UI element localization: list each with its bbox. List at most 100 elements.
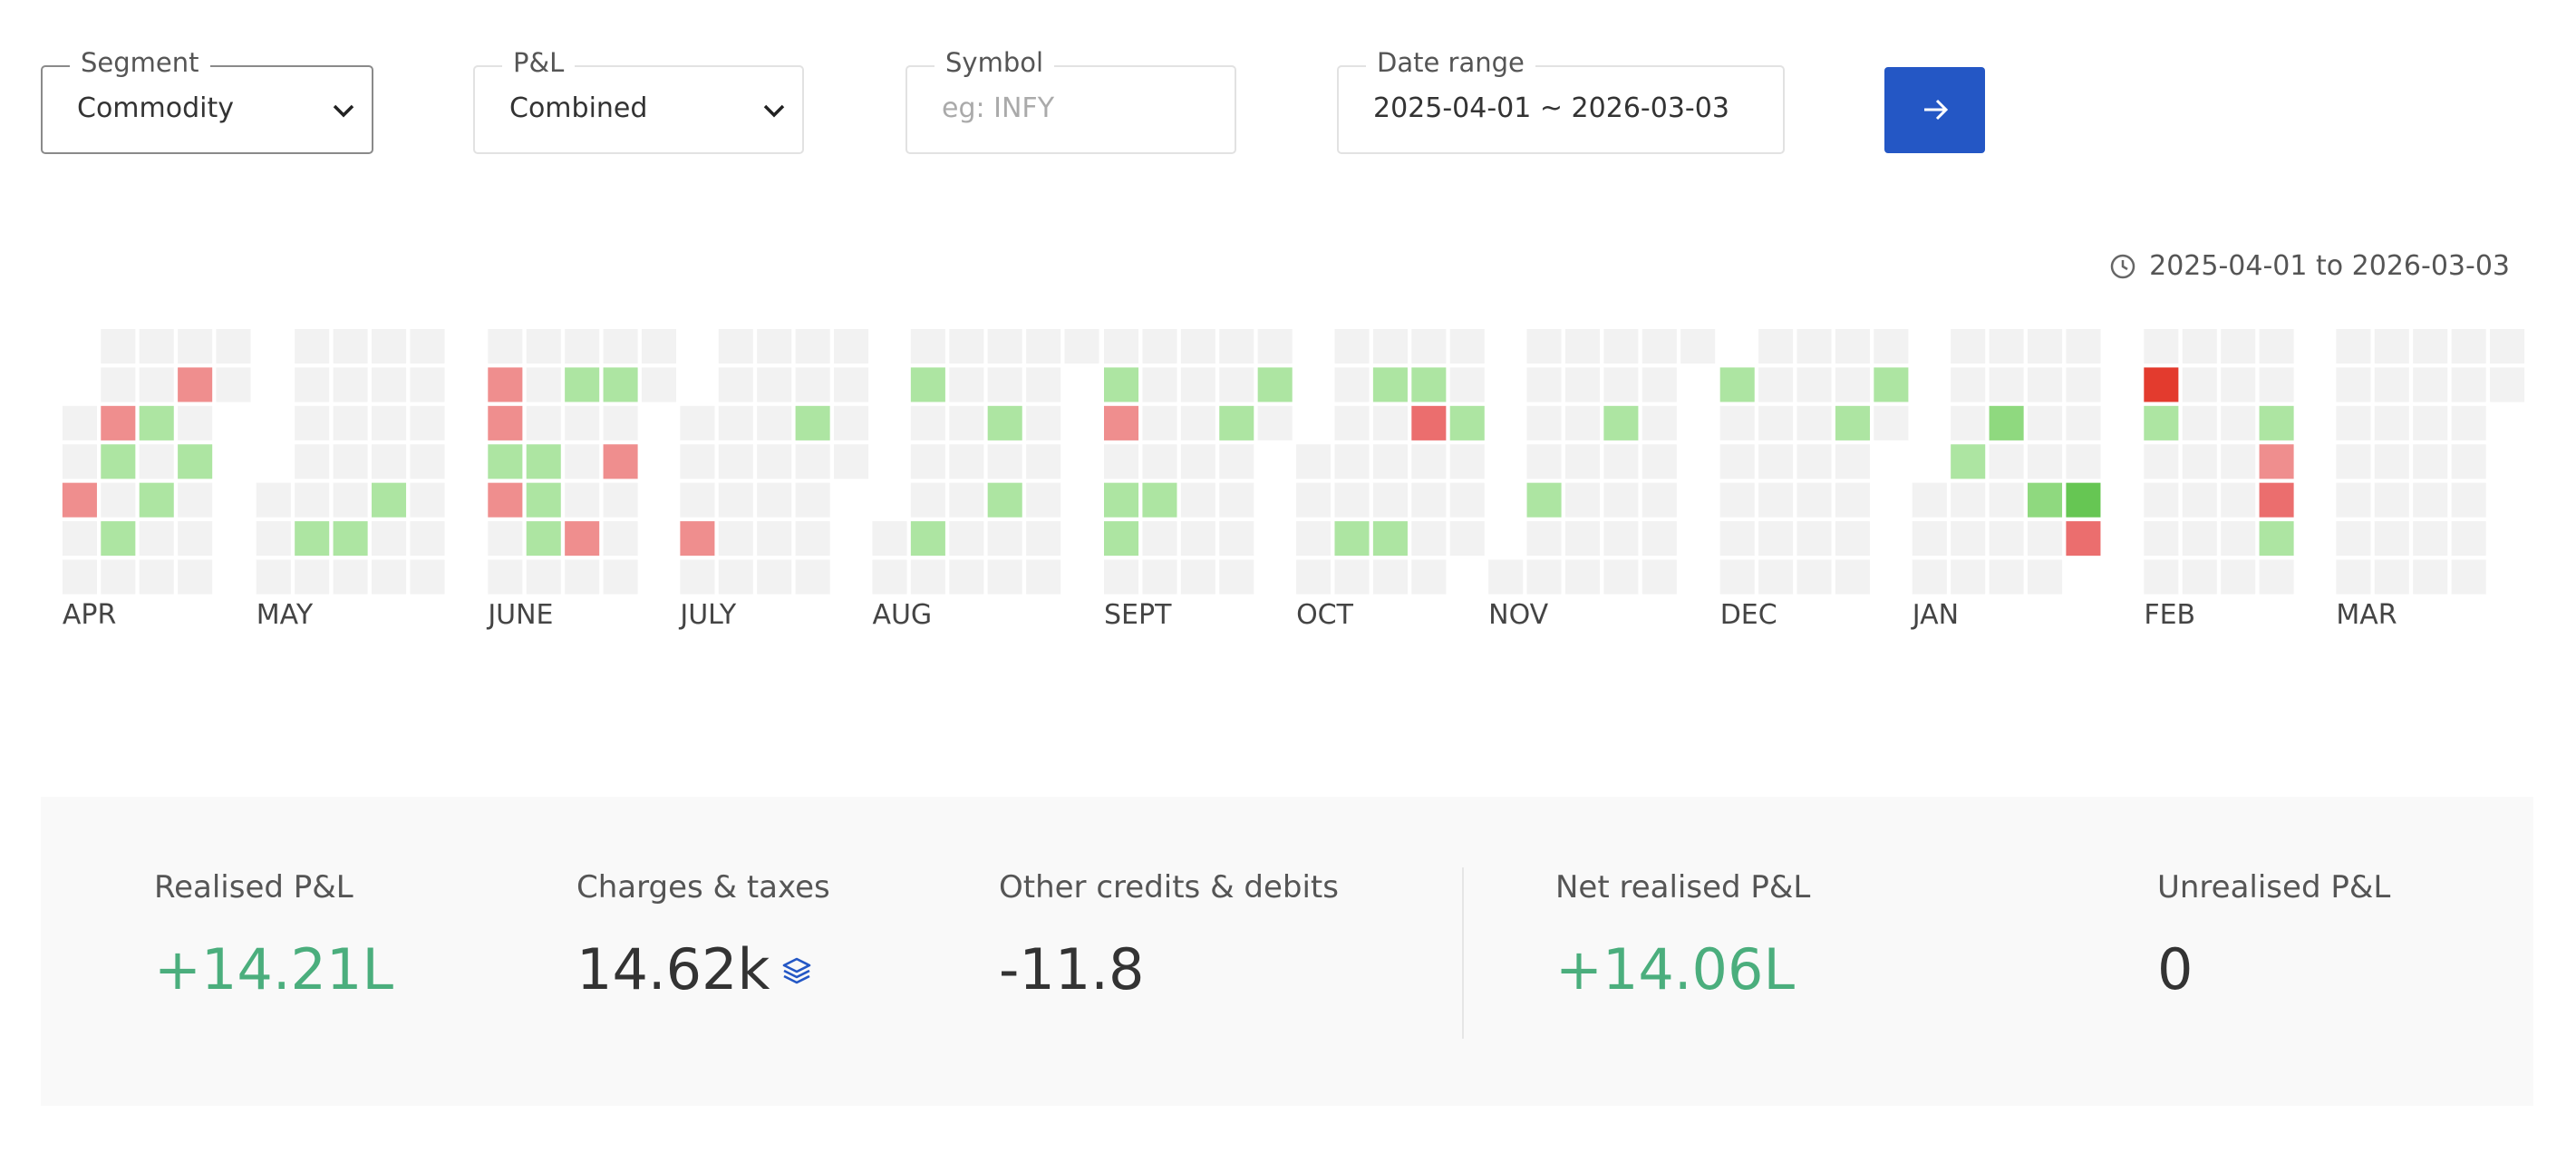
stat-label: Unrealised P&L [2157, 869, 2391, 905]
day-cell [1526, 444, 1562, 479]
day-cell [139, 482, 174, 518]
day-cell [987, 482, 1022, 518]
day-cell [526, 521, 561, 557]
day-cell [1526, 559, 1562, 595]
day-cell [2144, 482, 2179, 518]
day-cell [1104, 444, 1139, 479]
day-cell [2259, 521, 2294, 557]
day-cell [757, 482, 792, 518]
day-cell [1026, 405, 1061, 441]
day-cell [1564, 329, 1601, 364]
segment-select[interactable]: Segment Commodity [41, 47, 373, 154]
day-cell [371, 521, 407, 557]
day-cell [795, 521, 830, 557]
day-cell [1180, 405, 1215, 441]
day-cell [2066, 405, 2101, 441]
day-cell [2336, 521, 2371, 557]
day-cell [2451, 482, 2486, 518]
day-cell [910, 367, 945, 402]
day-cell [333, 559, 368, 595]
symbol-input[interactable]: Symbol eg: INFY [905, 47, 1236, 154]
day-cell [1219, 444, 1254, 479]
day-cell [1719, 405, 1755, 441]
day-cell [1951, 329, 1986, 364]
day-cell [1564, 482, 1601, 518]
day-cell [718, 405, 753, 441]
submit-button[interactable] [1884, 67, 1985, 153]
day-cell [2336, 367, 2371, 402]
day-cell [987, 367, 1022, 402]
day-cell [1796, 482, 1832, 518]
day-cell [1719, 444, 1755, 479]
day-cell [178, 367, 213, 402]
day-cell [2374, 482, 2409, 518]
day-cell [949, 521, 984, 557]
stat-label: Net realised P&L [1555, 869, 1811, 905]
day-cell [101, 521, 136, 557]
day-cell [101, 329, 136, 364]
day-cell [1758, 559, 1794, 595]
day-cell [2259, 559, 2294, 595]
day-cell [178, 521, 213, 557]
day-cell [565, 329, 600, 364]
day-cell [1142, 405, 1177, 441]
day-cell [1142, 482, 1177, 518]
divider [1462, 867, 1464, 1039]
day-cell [565, 444, 600, 479]
day-cell [641, 329, 677, 364]
day-cell [1334, 521, 1370, 557]
day-cell [1874, 405, 1909, 441]
day-cell [1758, 405, 1794, 441]
day-cell [1989, 559, 2024, 595]
day-cell [1449, 367, 1485, 402]
arrow-icon [1924, 99, 1949, 121]
day-cell [910, 329, 945, 364]
summary-stat: Unrealised P&L 0 [2157, 869, 2390, 1002]
day-cell [2182, 521, 2217, 557]
day-cell [1564, 444, 1601, 479]
day-cell [139, 329, 174, 364]
summary-stat: Realised P&L +14.21L [154, 869, 393, 1002]
day-cell [2066, 482, 2101, 518]
day-cell [757, 559, 792, 595]
day-cell [757, 405, 792, 441]
day-cell [526, 444, 561, 479]
day-cell [1334, 329, 1370, 364]
day-cell [2144, 444, 2179, 479]
day-cell [1104, 559, 1139, 595]
day-cell [410, 521, 445, 557]
day-cell [410, 367, 445, 402]
day-cell [1104, 329, 1139, 364]
day-cell [2336, 559, 2371, 595]
day-cell [1180, 367, 1215, 402]
breakdown-icon[interactable] [779, 952, 815, 988]
pnl-select[interactable]: P&L Combined [473, 47, 804, 154]
day-cell [949, 444, 984, 479]
day-cell [1488, 559, 1524, 595]
day-cell [1603, 444, 1639, 479]
calendar-heatmap: APR MAY JUNE JULY AUG SEPT OCT NOV DEC JAN FEB MAR [62, 329, 2525, 631]
day-cell [603, 367, 638, 402]
day-cell [603, 559, 638, 595]
day-cell [1257, 329, 1293, 364]
day-cell [216, 367, 251, 402]
day-cell [1257, 405, 1293, 441]
day-cell [2259, 367, 2294, 402]
day-cell [565, 521, 600, 557]
day-cell [1641, 482, 1677, 518]
date-range-input[interactable]: Date range 2025-04-01 ~ 2026-03-03 [1337, 47, 1785, 154]
day-cell [2336, 482, 2371, 518]
month-label: DEC [1720, 599, 1777, 631]
day-cell [1104, 405, 1139, 441]
day-cell [2221, 329, 2256, 364]
month-label: SEPT [1104, 599, 1172, 631]
day-cell [216, 329, 251, 364]
day-cell [1874, 367, 1909, 402]
stat-label: Other credits & debits [999, 869, 1339, 905]
day-cell [295, 329, 330, 364]
day-cell [1449, 405, 1485, 441]
day-cell [872, 559, 907, 595]
day-cell [1912, 482, 1947, 518]
day-cell [1719, 482, 1755, 518]
day-cell [1372, 482, 1408, 518]
